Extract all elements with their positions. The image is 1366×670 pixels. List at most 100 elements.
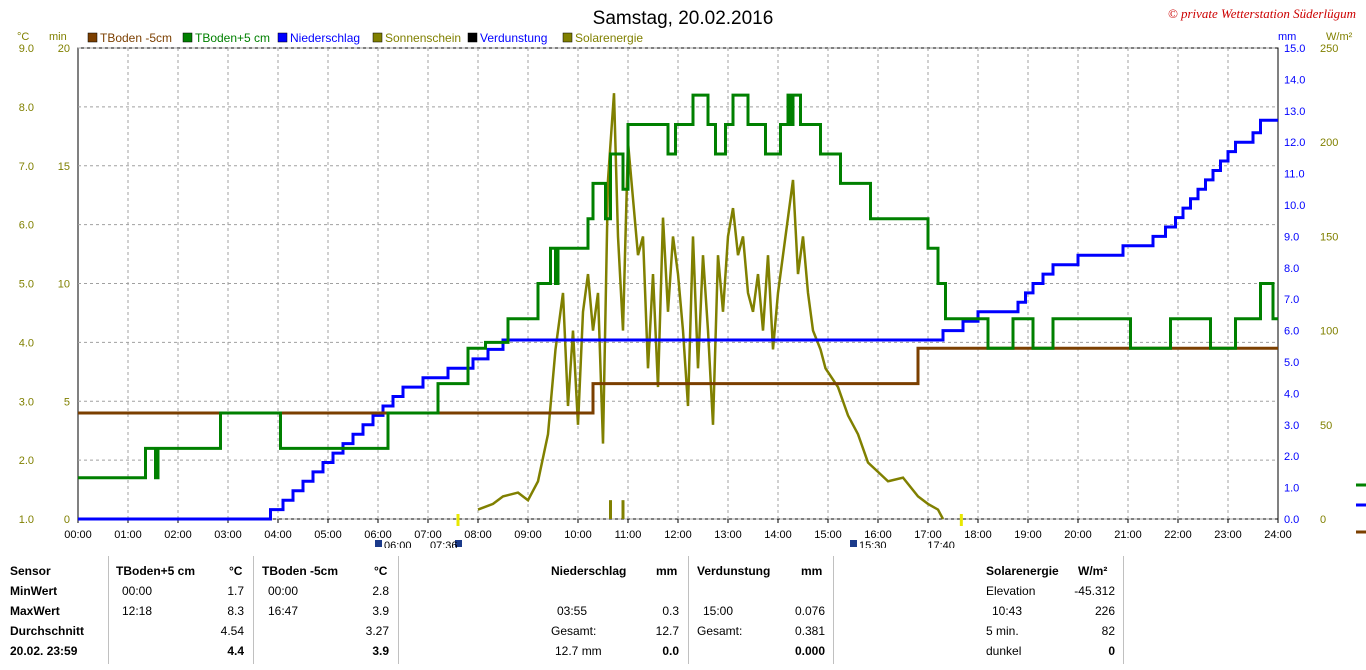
stats-solar-elevation-label: Elevation [986, 584, 1036, 598]
legend-swatch [182, 32, 193, 43]
stats-verdunstung-unit: mm [801, 564, 823, 578]
x-tick-label: 24:00 [1264, 529, 1292, 541]
stats-solar-avg-label: 5 min. [986, 624, 1019, 638]
sun-marker-icon [455, 540, 462, 547]
stats-tbodenm5-max: 3.9 [372, 604, 389, 618]
stats-niederschlag-total: 12.7 [655, 624, 679, 638]
chart-legend: TBoden -5cm TBoden+5 cm Niederschlag Sonnen… [87, 31, 643, 45]
stats-tboden5-avg: 4.54 [220, 624, 244, 638]
legend-swatch [277, 32, 288, 43]
y-tick-label-mm: 9.0 [1284, 231, 1299, 243]
y-tick-label-mm: 3.0 [1284, 420, 1299, 432]
y-tick-label-celsius: 2.0 [19, 455, 34, 467]
y-tick-label-mm: 10.0 [1284, 200, 1305, 212]
series-bar-sonnenschein [609, 500, 612, 519]
stats-solar-current-label: dunkel [986, 644, 1022, 658]
stats-tboden5-min-time: 00:00 [122, 584, 153, 598]
x-tick-label: 06:00 [364, 529, 392, 541]
x-tick-label: 21:00 [1114, 529, 1142, 541]
y-tick-label-mm: 4.0 [1284, 388, 1299, 400]
y-tick-label-mm: 13.0 [1284, 106, 1305, 118]
y-tick-label-mm: 15.0 [1284, 43, 1305, 55]
x-tick-label: 12:00 [664, 529, 692, 541]
series-line-niederschlag [78, 118, 1278, 521]
y-tick-label-wm2: 200 [1320, 137, 1338, 149]
legend-swatch [87, 32, 98, 43]
stats-solar-elevation: -45.312 [1074, 584, 1115, 598]
x-tick-label: 14:00 [764, 529, 792, 541]
x-tick-label: 07:00 [414, 529, 442, 541]
stats-tboden5-header: TBoden+5 cm [116, 564, 196, 578]
legend-label: Verdunstung [480, 31, 547, 45]
y-tick-label-celsius: 5.0 [19, 279, 34, 291]
stats-sensor-header: Sensor [10, 564, 51, 578]
y-tick-label-mm: 1.0 [1284, 483, 1299, 495]
series-bar-sonnenschein [621, 500, 625, 519]
stats-row-label-current: 20.02. 23:59 [10, 644, 78, 658]
y-tick-label-mm: 0.0 [1284, 514, 1299, 526]
x-tick-label: 20:00 [1064, 529, 1092, 541]
y-tick-label-celsius: 1.0 [19, 514, 34, 526]
stats-niederschlag-header: Niederschlag [551, 564, 627, 578]
y-tick-label-mm: 12.0 [1284, 137, 1305, 149]
y-tick-label-mm: 14.0 [1284, 74, 1305, 86]
stats-verdunstung-max: 0.076 [794, 604, 825, 618]
y-tick-label-minutes: 0 [64, 514, 70, 526]
legend-swatch [562, 32, 573, 43]
stats-tbodenm5-avg: 3.27 [365, 624, 389, 638]
sun-start-label: 07:36 [430, 540, 458, 548]
y-tick-label-celsius: 9.0 [19, 43, 34, 55]
stats-tboden5-current: 4.4 [227, 644, 244, 658]
axis-unit-wm2: W/m² [1326, 31, 1353, 43]
stats-solar-unit: W/m² [1078, 564, 1108, 578]
y-tick-label-celsius: 6.0 [19, 220, 34, 232]
legend-label: Niederschlag [290, 31, 360, 45]
x-tick-label: 16:00 [864, 529, 892, 541]
axis-unit-celsius: °C [17, 31, 29, 43]
stats-tbodenm5-max-time: 16:47 [268, 604, 299, 618]
stats-tbodenm5-min: 2.8 [372, 584, 389, 598]
y-tick-label-wm2: 250 [1320, 43, 1338, 55]
x-tick-label: 04:00 [264, 529, 292, 541]
series-line-tboden-5-cm [78, 93, 1278, 480]
stats-row-label-max: MaxWert [10, 604, 60, 618]
stats-verdunstung-total-label: Gesamt: [697, 624, 743, 638]
stats-tbodenm5-current: 3.9 [372, 644, 389, 658]
sun-markers: 06:00 07:36 15:30 17:40 [375, 514, 963, 548]
stats-niederschlag-current: 0.0 [662, 644, 679, 658]
x-tick-label: 08:00 [464, 529, 492, 541]
stats-solar-avg: 82 [1101, 624, 1115, 638]
axis-unit-minutes: min [49, 31, 67, 43]
x-tick-label: 01:00 [114, 529, 142, 541]
legend-label: TBoden+5 cm [195, 31, 270, 45]
stats-solar-max: 226 [1094, 604, 1115, 618]
x-tick-label: 11:00 [615, 529, 642, 541]
chart-axes: 00:00 01:00 02:00 03:00 04:00 05:00 06:00 07:00… [19, 43, 1366, 541]
stats-tbodenm5-min-time: 00:00 [268, 584, 299, 598]
stats-verdunstung-current: 0.000 [794, 644, 825, 658]
x-tick-label: 18:00 [964, 529, 992, 541]
weather-chart: Samstag, 20.02.2016 © private Wetterstat… [17, 6, 1366, 548]
y-tick-label-wm2: 50 [1320, 420, 1332, 432]
x-tick-label: 02:00 [164, 529, 192, 541]
stats-niederschlag-total-label: Gesamt: [551, 624, 597, 638]
y-tick-label-celsius: 3.0 [19, 396, 34, 408]
stats-row-label-avg: Durchschnitt [10, 624, 85, 638]
stats-tboden5-min: 1.7 [227, 584, 244, 598]
legend-label: Solarenergie [575, 31, 643, 45]
stats-solar-header: Solarenergie [986, 564, 1059, 578]
stats-verdunstung-total: 0.381 [794, 624, 825, 638]
y-tick-label-mm: 2.0 [1284, 451, 1299, 463]
y-tick-label-celsius: 7.0 [19, 161, 34, 173]
sunset-label: 15:30 [859, 540, 887, 548]
y-tick-label-mm: 7.0 [1284, 294, 1299, 306]
chart-series [78, 93, 1278, 521]
y-tick-label-wm2: 100 [1320, 326, 1338, 338]
y-tick-label-minutes: 15 [58, 161, 70, 173]
stats-niederschlag-max-time: 03:55 [557, 604, 588, 618]
stats-tboden5-unit: °C [229, 564, 243, 578]
y-tick-label-minutes: 10 [58, 279, 70, 291]
x-tick-label: 09:00 [514, 529, 542, 541]
y-tick-label-mm: 6.0 [1284, 326, 1299, 338]
stats-verdunstung-header: Verdunstung [697, 564, 771, 578]
